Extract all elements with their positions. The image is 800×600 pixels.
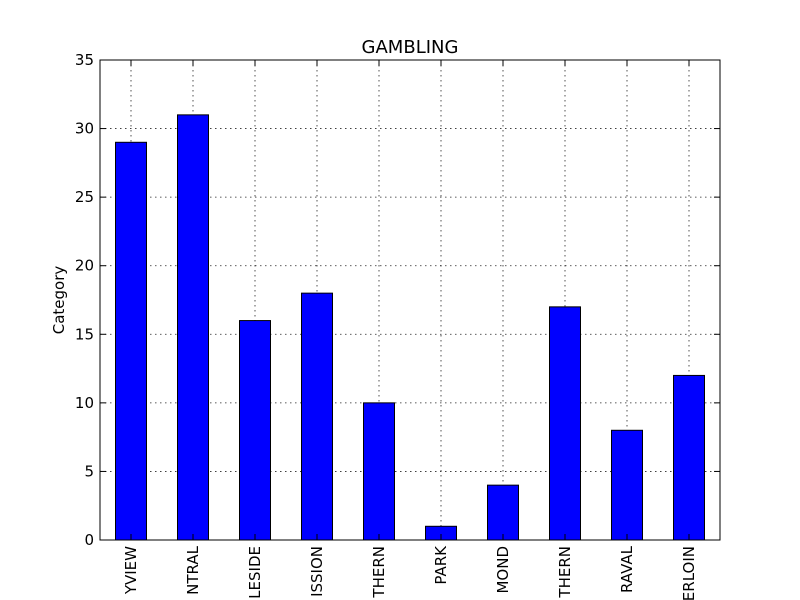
x-tick-label: YVIEW — [122, 546, 140, 595]
x-tick-label: THERN — [370, 546, 388, 599]
bar-8 — [611, 429, 643, 541]
y-tick-label: 5 — [84, 462, 94, 480]
y-tick-label: 35 — [75, 51, 94, 69]
chart-title: GAMBLING — [362, 37, 459, 58]
bar-3 — [301, 292, 333, 541]
bars — [115, 114, 705, 541]
bar-4 — [363, 402, 395, 541]
y-tick-label: 0 — [84, 531, 94, 549]
x-tick-label: LESIDE — [246, 546, 264, 599]
y-tick-label: 20 — [75, 257, 94, 275]
x-tick-label: PARK — [432, 545, 450, 585]
x-tick-label: ERLOIN — [680, 546, 698, 600]
y-tick-label: 25 — [75, 188, 94, 206]
x-tick-label: THERN — [556, 546, 574, 599]
x-tick-label: NTRAL — [184, 545, 202, 594]
y-tick-label: 15 — [75, 325, 94, 343]
bar-2 — [239, 320, 271, 541]
y-tick-label: 10 — [75, 394, 94, 412]
x-tick-label: ISSION — [308, 546, 326, 597]
y-axis-label: Category — [50, 266, 68, 335]
tick-labels: 0 5 10 15 20 25 30 35 YVIEW NTRAL LESIDE ISSION THER… — [75, 51, 698, 600]
x-tick-label: RAVAL — [618, 545, 636, 593]
ticks — [100, 59, 720, 541]
plot-frame — [99, 59, 721, 541]
bar-6 — [487, 484, 519, 541]
bar-1 — [177, 114, 209, 541]
bar-9 — [673, 374, 705, 541]
x-tick-label: MOND — [494, 546, 512, 594]
bar-7 — [549, 306, 581, 541]
y-tick-label: 30 — [75, 120, 94, 138]
bar-0 — [115, 141, 147, 541]
